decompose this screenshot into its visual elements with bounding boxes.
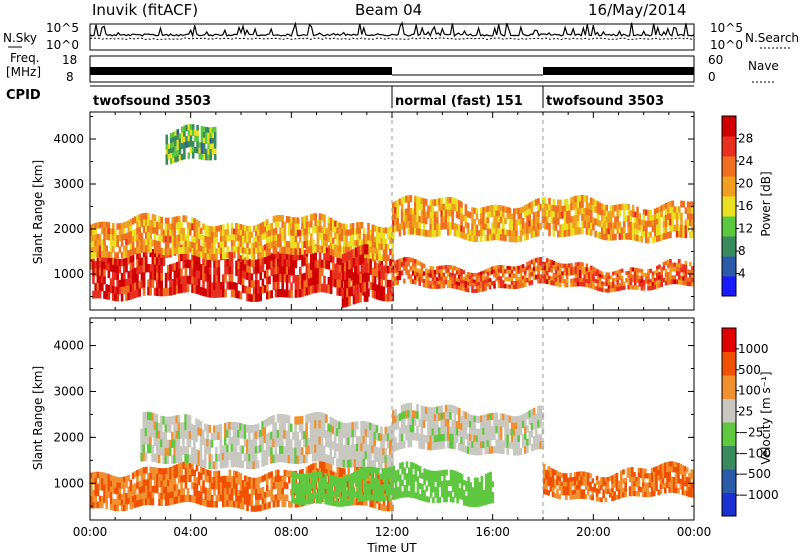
noise-sky-trace <box>89 21 695 38</box>
power-ytick-2: 3000 <box>53 177 84 191</box>
velocity-colorbar-swatch-2 <box>722 445 736 470</box>
power-colorbar-swatch-1 <box>722 256 736 277</box>
frequency-segment <box>90 67 392 75</box>
power-ytick-0: 1000 <box>53 267 84 281</box>
power-colorbar-tick-4: 12 <box>738 222 753 236</box>
frequency-trace <box>90 67 694 76</box>
noise-tick-bottom-right: 10^0 <box>710 38 743 52</box>
cpid-segment-2: twofsound 3503 <box>546 94 664 109</box>
power-colorbar-label: Power [dB] <box>759 171 773 236</box>
velocity-ytick-3: 4000 <box>53 339 84 353</box>
freq-tick-bottom: 8 <box>66 70 74 84</box>
noise-strip: 10^5 10^0 10^5 10^0 N.Sky N.Search <box>3 21 799 52</box>
nave-label: Nave <box>748 59 779 73</box>
time-tick-1: 04:00 <box>173 525 208 539</box>
freq-tick-top: 18 <box>62 53 77 67</box>
velocity-colorbar-tick-3: 25 <box>738 405 753 419</box>
noise-tick-top-right: 10^5 <box>710 21 743 35</box>
cpid-row: twofsound 3503 normal (fast) 151 twofsound… <box>90 85 694 109</box>
velocity-colorbar-swatch-1 <box>722 469 736 493</box>
power-colorbar-swatch-3 <box>722 216 736 237</box>
velocity-colorbar-swatch-4 <box>722 398 736 423</box>
noise-search-line <box>89 37 695 41</box>
velocity-colorbar-swatch-7 <box>722 328 736 352</box>
date-title: 16/May/2014 <box>588 1 686 19</box>
velocity-colorbar-tick-0: 1000 <box>738 342 769 356</box>
noise-tick-bottom-left: 10^0 <box>46 38 79 52</box>
power-colorbar-swatch-6 <box>722 156 736 177</box>
velocity-panel: 1000 2000 3000 4000 <box>53 317 695 521</box>
power-band-3 <box>392 257 694 293</box>
time-tick-4: 16:00 <box>475 525 510 539</box>
freq-label-top: Freq. <box>10 51 40 65</box>
velocity-ytick-2: 3000 <box>53 384 84 398</box>
power-ytick-1: 2000 <box>53 222 84 236</box>
velocity-ytick-0: 1000 <box>53 476 84 490</box>
cpid-segment-1: normal (fast) 151 <box>395 94 523 109</box>
velocity-colorbar-tick-4: −25 <box>738 425 763 439</box>
time-axis-label: Time UT <box>366 541 417 554</box>
noise-search-trace <box>89 37 695 41</box>
noise-sky-line <box>89 21 695 38</box>
velocity-colorbar-tick-1: 500 <box>738 363 761 377</box>
power-ytick-3: 4000 <box>53 132 84 146</box>
velocity-colorbar-tick-6: −500 <box>738 467 771 481</box>
velocity-colorbar-tick-7: −1000 <box>738 488 779 502</box>
power-band-5 <box>165 124 217 165</box>
frequency-strip: 18 8 60 0 Freq. [MHz] Nave <box>6 51 779 84</box>
velocity-band-4 <box>543 461 694 503</box>
power-colorbar-swatch-2 <box>722 236 736 257</box>
velocity-y-label: Slant Range [km] <box>31 366 45 470</box>
cpid-segment-0: twofsound 3503 <box>93 94 211 109</box>
velocity-band-1 <box>140 411 394 471</box>
station-title: Inuvik (fitACF) <box>92 1 198 19</box>
power-colorbar-swatch-0 <box>722 276 736 297</box>
power-band-4 <box>341 244 369 308</box>
velocity-colorbar-swatch-5 <box>722 375 736 399</box>
velocity-colorbar: 1000 500 100 25 −25 −100 −500 −1000 <box>721 327 779 517</box>
noise-sky-label: N.Sky <box>3 31 37 45</box>
velocity-colorbar-swatch-0 <box>722 492 736 517</box>
power-band-1 <box>90 212 394 262</box>
velocity-colorbar-tick-5: −100 <box>738 446 771 460</box>
noise-search-label: N.Search <box>745 31 799 45</box>
noise-tick-top-left: 10^5 <box>46 21 79 35</box>
power-colorbar: 28 24 20 16 12 8 4 <box>721 115 753 297</box>
power-y-label: Slant Range [km] <box>31 160 45 264</box>
power-colorbar-swatch-8 <box>722 116 736 137</box>
power-colorbar-tick-6: 4 <box>738 267 746 281</box>
velocity-colorbar-swatch-3 <box>722 422 736 446</box>
velocity-band-2 <box>392 402 545 456</box>
power-colorbar-tick-3: 16 <box>738 199 753 213</box>
power-colorbar-swatch-5 <box>722 176 736 197</box>
time-tick-2: 08:00 <box>274 525 309 539</box>
power-colorbar-swatch-7 <box>722 136 736 157</box>
time-tick-0: 00:00 <box>73 525 108 539</box>
power-band-2 <box>392 194 694 244</box>
velocity-colorbar-swatch-6 <box>722 351 736 376</box>
freq-label-bottom: [MHz] <box>6 65 41 79</box>
velocity-colorbar-tick-2: 100 <box>738 384 761 398</box>
power-colorbar-tick-1: 24 <box>738 154 753 168</box>
power-colorbar-tick-0: 28 <box>738 132 753 146</box>
frequency-segment <box>543 67 694 75</box>
nave-tick-top: 60 <box>708 53 723 67</box>
velocity-colorbar-label: Velocity [m s⁻¹] <box>759 371 773 464</box>
velocity-ytick-1: 2000 <box>53 430 84 444</box>
beam-title: Beam 04 <box>355 1 422 19</box>
time-axis: 00:00 04:00 08:00 12:00 16:00 20:00 00:00 <box>73 525 712 539</box>
power-colorbar-tick-2: 20 <box>738 177 753 191</box>
power-panel: 1000 2000 3000 4000 <box>53 111 695 311</box>
time-tick-5: 20:00 <box>576 525 611 539</box>
power-colorbar-tick-5: 8 <box>738 244 746 258</box>
time-tick-6: 00:00 <box>677 525 712 539</box>
nave-tick-bottom: 0 <box>708 70 716 84</box>
time-tick-3: 12:00 <box>375 525 410 539</box>
power-colorbar-swatch-4 <box>722 196 736 217</box>
cpid-label: CPID <box>6 88 41 103</box>
